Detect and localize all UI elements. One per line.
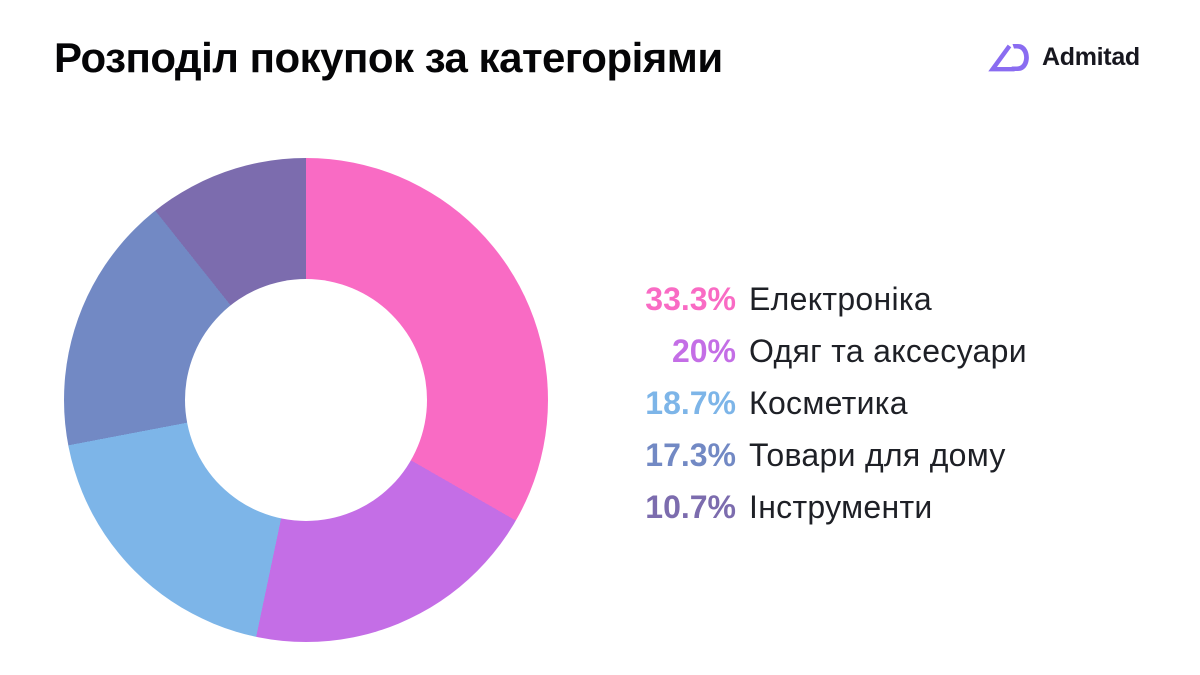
admitad-logo-icon <box>988 42 1034 73</box>
legend-item: 17.3% Товари для дому <box>614 429 1027 481</box>
legend-percent: 18.7% <box>645 385 736 421</box>
legend-item: 10.7% Інструменти <box>614 481 1027 533</box>
donut-hole <box>185 279 427 521</box>
legend-label: Товари для дому <box>749 437 1006 473</box>
legend-percent: 33.3% <box>645 281 736 317</box>
legend-item: 20% Одяг та аксесуари <box>614 325 1027 377</box>
donut-chart <box>64 158 548 642</box>
legend-label: Електроніка <box>749 281 933 317</box>
legend-label: Інструменти <box>749 489 933 525</box>
legend-percent: 10.7% <box>645 489 736 525</box>
legend-percent: 20% <box>671 333 736 369</box>
page-title: Розподіл покупок за категоріями <box>54 34 723 81</box>
brand-name: Admitad <box>1042 43 1140 71</box>
legend-label: Одяг та аксесуари <box>749 333 1027 369</box>
legend-label: Косметика <box>749 385 908 421</box>
legend-item: 33.3% Електроніка <box>614 273 1027 325</box>
brand-logo: Admitad <box>988 42 1140 73</box>
legend-percent: 17.3% <box>645 437 736 473</box>
legend: 33.3% Електроніка 20% Одяг та аксесуари … <box>614 273 1027 533</box>
legend-item: 18.7% Косметика <box>614 377 1027 429</box>
